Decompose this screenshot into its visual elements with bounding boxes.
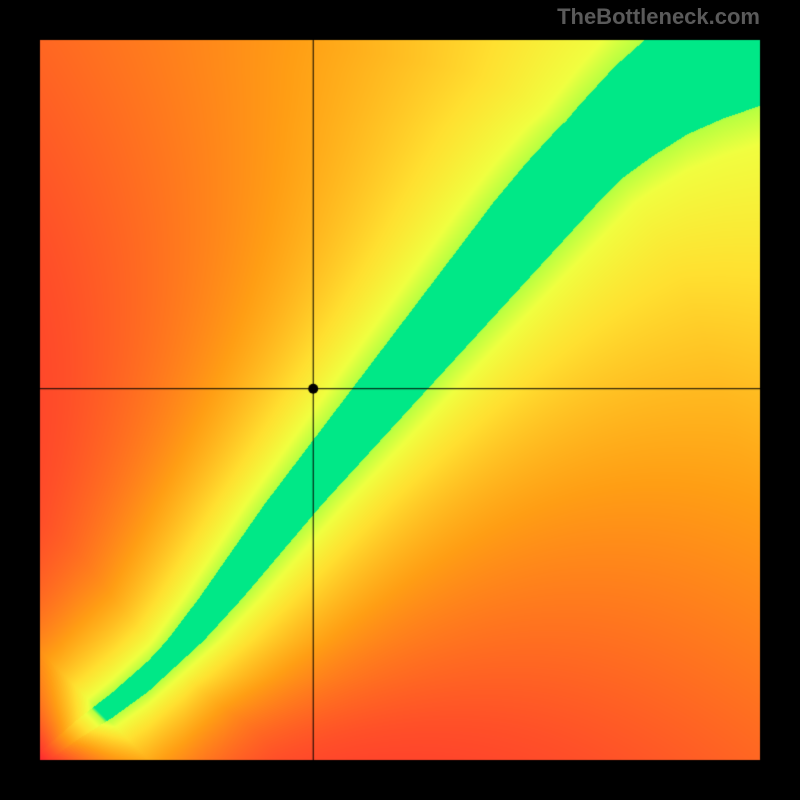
- chart-container: TheBottleneck.com: [0, 0, 800, 800]
- watermark-label: TheBottleneck.com: [557, 4, 760, 30]
- heatmap-canvas: [0, 0, 800, 800]
